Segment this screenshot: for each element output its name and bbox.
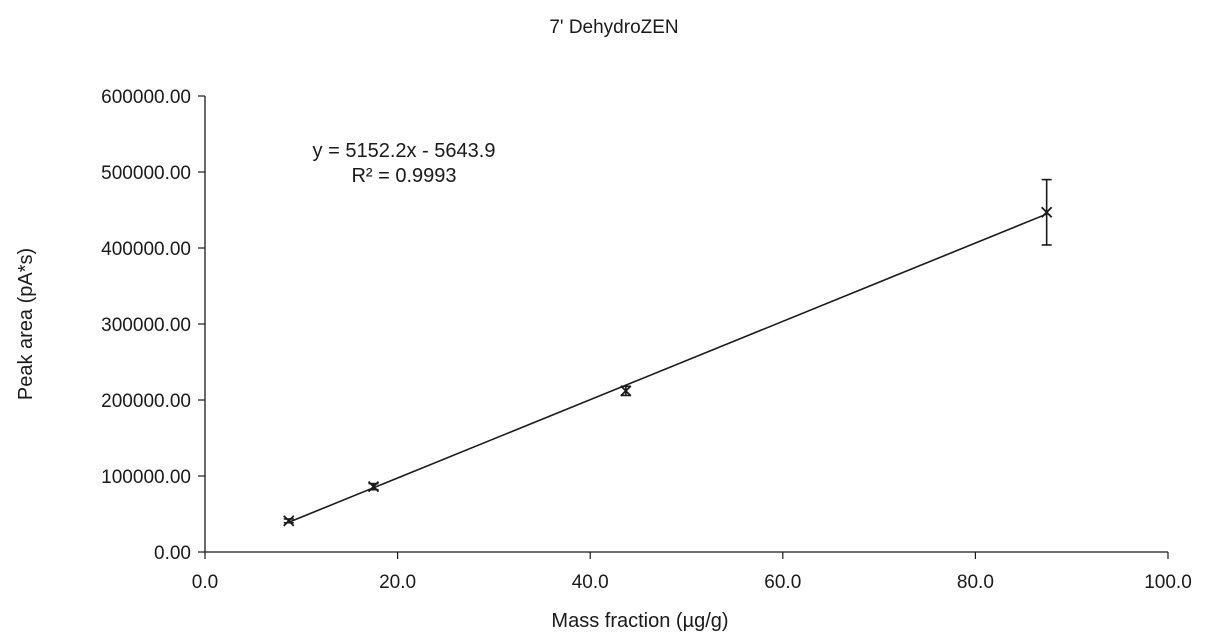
y-axis-ticks: 0.00 100000.00 200000.00 300000.00 400000.00… [101, 87, 205, 564]
x-marker [283, 515, 295, 527]
trendline-group [288, 213, 1047, 523]
data-point [367, 481, 380, 493]
y-tick-label: 500000.00 [101, 163, 191, 184]
x-tick-label: 20.0 [379, 572, 416, 593]
y-tick-label: 600000.00 [101, 87, 191, 108]
x-tick-label: 60.0 [764, 572, 801, 593]
y-tick-label: 400000.00 [101, 239, 191, 260]
data-points-group [283, 178, 1053, 527]
y-tick-label: 200000.00 [101, 391, 191, 412]
x-marker [367, 481, 380, 493]
trendline [288, 213, 1047, 523]
x-tick-label: 0.0 [192, 572, 218, 593]
data-point [1041, 178, 1053, 246]
data-point [620, 385, 632, 397]
trendline-equation: y = 5152.2x - 5643.9 [313, 140, 496, 162]
x-axis-ticks: 0.0 20.0 40.0 60.0 80.0 100.0 [192, 552, 1192, 593]
y-axis-title: Peak area (pA*s) [15, 248, 37, 400]
data-point [283, 515, 295, 527]
x-tick-label: 80.0 [957, 572, 994, 593]
chart-title: 7' DehydroZEN [549, 17, 678, 38]
y-tick-label: 300000.00 [101, 315, 191, 336]
x-tick-label: 40.0 [572, 572, 609, 593]
y-tick-label: 0.00 [154, 543, 191, 564]
trendline-r-squared: R² = 0.9993 [351, 165, 456, 187]
x-marker [1041, 206, 1053, 218]
x-axis-title: Mass fraction (µg/g) [551, 610, 728, 632]
x-marker [620, 385, 632, 397]
y-tick-label: 100000.00 [101, 467, 191, 488]
x-tick-label: 100.0 [1144, 572, 1192, 593]
